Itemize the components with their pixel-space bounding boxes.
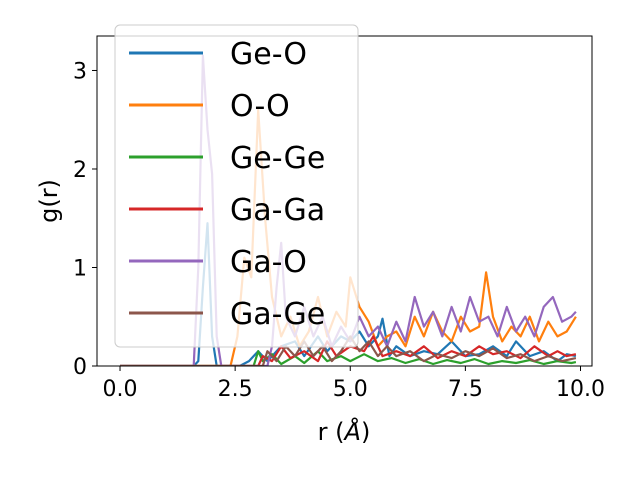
- series-line-5: [120, 335, 577, 366]
- x-tick-label-2: 5.0: [333, 377, 368, 402]
- legend-label-5: Ga-Ge: [230, 297, 325, 332]
- y-tick-label-2: 2: [73, 158, 87, 183]
- series-line-3: [120, 335, 577, 366]
- legend-label-3: Ga-Ga: [230, 193, 325, 228]
- x-axis-label-unit: Å: [343, 417, 361, 446]
- x-tick-label-0: 0.0: [103, 377, 138, 402]
- x-axis-label-end: ): [361, 418, 370, 446]
- x-tick-label-1: 2.5: [218, 377, 253, 402]
- legend-label-1: O-O: [230, 89, 290, 124]
- legend-items: Ge-O O-O Ge-Ge Ga-Ga Ga-O Ga-Ge: [129, 37, 325, 332]
- y-tick-label-3: 3: [73, 59, 87, 84]
- x-axis-label: r (Å): [318, 417, 371, 446]
- x-axis-label-base: r (: [318, 418, 345, 446]
- legend-label-2: Ge-Ge: [230, 141, 325, 176]
- series-line-2: [120, 350, 577, 366]
- y-tick-label-0: 0: [73, 355, 87, 380]
- x-tick-label-4: 10.0: [556, 377, 605, 402]
- y-axis-label: g(r): [35, 179, 63, 223]
- legend: Ge-O O-O Ge-Ge Ga-Ga Ga-O Ga-Ge: [114, 24, 359, 348]
- x-axis-ticks: 0.0 2.5 5.0 7.5 10.0: [103, 366, 605, 402]
- series-line-0: [120, 222, 577, 366]
- y-axis-ticks: 0 1 2 3: [73, 59, 97, 380]
- y-tick-label-1: 1: [73, 256, 87, 281]
- x-tick-label-3: 7.5: [448, 377, 483, 402]
- legend-label-4: Ga-O: [230, 245, 307, 280]
- series-line-4: [120, 54, 577, 366]
- legend-label-0: Ge-O: [230, 37, 307, 72]
